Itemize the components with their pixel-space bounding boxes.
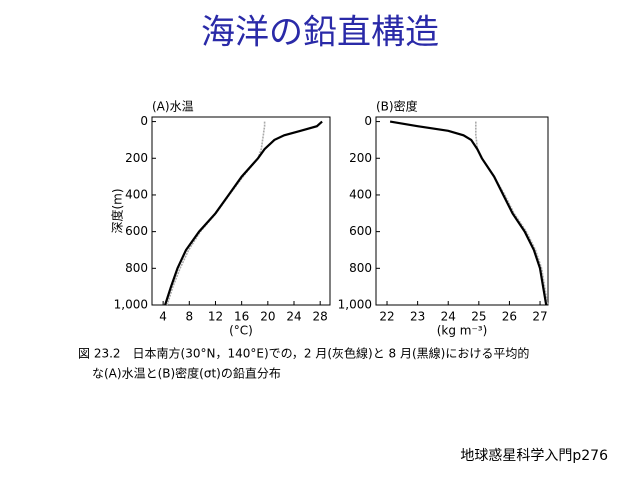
y-tick-label: 200 bbox=[125, 151, 148, 165]
x-tick-label: 22 bbox=[379, 310, 394, 324]
y-tick-label: 400 bbox=[349, 187, 372, 201]
y-tick-label: 0 bbox=[364, 114, 372, 128]
y-tick-label: 200 bbox=[349, 151, 372, 165]
y-tick-label: 600 bbox=[349, 224, 372, 238]
x-tick-label: 27 bbox=[532, 310, 547, 324]
x-tick-label: 16 bbox=[234, 310, 249, 324]
y-tick-label: 600 bbox=[125, 224, 148, 238]
data-line bbox=[164, 120, 323, 306]
y-tick-label: 1,000 bbox=[338, 298, 372, 312]
plot-frame bbox=[151, 116, 331, 306]
x-tick-label: 8 bbox=[185, 310, 193, 324]
x-tick-label: 20 bbox=[260, 310, 275, 324]
y-tick-label: 1,000 bbox=[114, 298, 148, 312]
y-tick-label: 400 bbox=[125, 187, 148, 201]
x-tick-label: 26 bbox=[502, 310, 517, 324]
x-tick-label: 4 bbox=[159, 310, 167, 324]
panel-title: (B)密度 bbox=[376, 99, 418, 114]
data-line bbox=[389, 120, 548, 306]
y-tick-label: 0 bbox=[140, 114, 148, 128]
caption-line: 図 23.2 日本南方(30°N，140°E)での，2 月(灰色線)と 8 月(… bbox=[78, 346, 529, 361]
x-tick-label: 12 bbox=[208, 310, 223, 324]
x-tick-label: 25 bbox=[471, 310, 486, 324]
y-axis-label: 深度(m) bbox=[110, 188, 125, 233]
x-tick-label: 24 bbox=[286, 310, 301, 324]
caption-line: な(A)水温と(B)密度(σt)の鉛直分布 bbox=[92, 366, 281, 381]
panel-title: (A)水温 bbox=[152, 100, 194, 114]
x-tick-label: 28 bbox=[313, 310, 328, 324]
x-axis-label: (°C) bbox=[229, 324, 253, 338]
slide-title: 海洋の鉛直構造 bbox=[201, 13, 439, 53]
y-tick-label: 800 bbox=[125, 261, 148, 275]
x-tick-label: 23 bbox=[410, 310, 425, 324]
x-axis-label: (kg m⁻³) bbox=[437, 324, 488, 338]
plot-frame bbox=[375, 116, 549, 306]
data-line bbox=[475, 121, 549, 306]
reference: 地球惑星科学入門p276 bbox=[460, 448, 608, 464]
x-tick-label: 24 bbox=[441, 310, 456, 324]
y-tick-label: 800 bbox=[349, 261, 372, 275]
